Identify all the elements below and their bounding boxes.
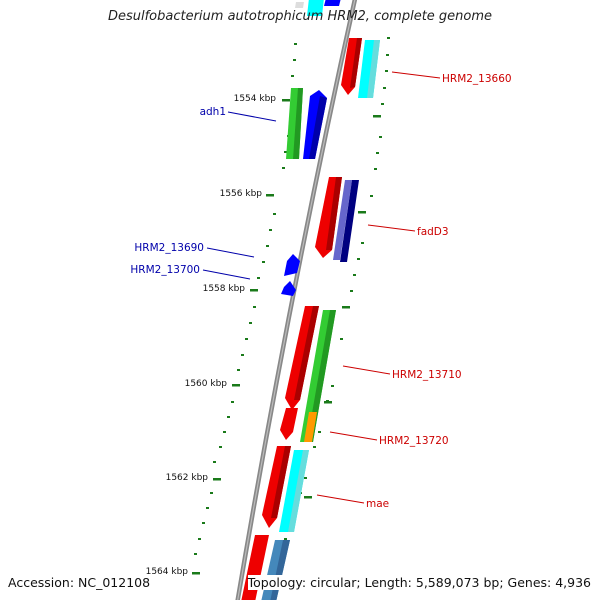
gene-top-blue xyxy=(324,0,341,6)
gene-label-hrm2-13720: HRM2_13720 xyxy=(379,435,449,447)
gene-label-hrm2-13690: HRM2_13690 xyxy=(134,242,204,254)
gene-adh1-blue-shade xyxy=(309,96,327,159)
tick-label-1558: 1558 kbp xyxy=(203,284,246,294)
gene-top-cyan xyxy=(307,0,324,16)
tick-label-1560: 1560 kbp xyxy=(185,379,228,389)
tick-label-1554: 1554 kbp xyxy=(234,94,277,104)
outer-ring-ticks xyxy=(304,115,381,499)
gene-mae-cyan-shade xyxy=(288,450,309,532)
gene-hrm2-13660-red-shade xyxy=(350,38,362,88)
gene-label-mae: mae xyxy=(366,498,389,510)
gene-label-hrm2-13700: HRM2_13700 xyxy=(130,264,200,276)
gene-hrm2-13720-orange xyxy=(304,412,317,442)
scale-ticks xyxy=(192,99,290,575)
gene-top-grey xyxy=(295,2,304,8)
gene-hrm2-13710-green-shade xyxy=(307,310,336,442)
gene-hrm2-13710-red-shade xyxy=(294,306,319,400)
gene-mae-red-shade xyxy=(271,446,291,518)
gene-label-adh1: adh1 xyxy=(200,106,226,118)
map-title: Desulfobacterium autotrophicum HRM2, com… xyxy=(107,9,493,24)
tick-label-1564: 1564 kbp xyxy=(146,567,189,577)
tick-label-1556: 1556 kbp xyxy=(220,189,263,199)
gene-adh1-green-shade xyxy=(293,88,303,159)
gene-hrm2-13660-cyan-shade xyxy=(367,40,380,98)
accession-text: Accession: NC_012108 xyxy=(8,575,151,590)
gene-hrm2-13720-red xyxy=(280,408,298,440)
gene-fadd3-navy xyxy=(340,180,359,262)
gene-label-fadd3: fadD3 xyxy=(417,226,449,238)
gene-fadd3-red-shade xyxy=(326,177,342,250)
gene-label-hrm2-13710: HRM2_13710 xyxy=(392,369,462,381)
gene-label-hrm2-13660: HRM2_13660 xyxy=(442,73,512,85)
label-connectors xyxy=(202,71,441,504)
gene-hrm2-13700 xyxy=(281,281,296,296)
gene-hrm2-13690 xyxy=(284,254,300,276)
tick-label-1562: 1562 kbp xyxy=(166,473,209,483)
gene-fadd3-slate xyxy=(333,180,352,260)
genome-summary-text: Topology: circular; Length: 5,589,073 bp… xyxy=(247,575,591,590)
